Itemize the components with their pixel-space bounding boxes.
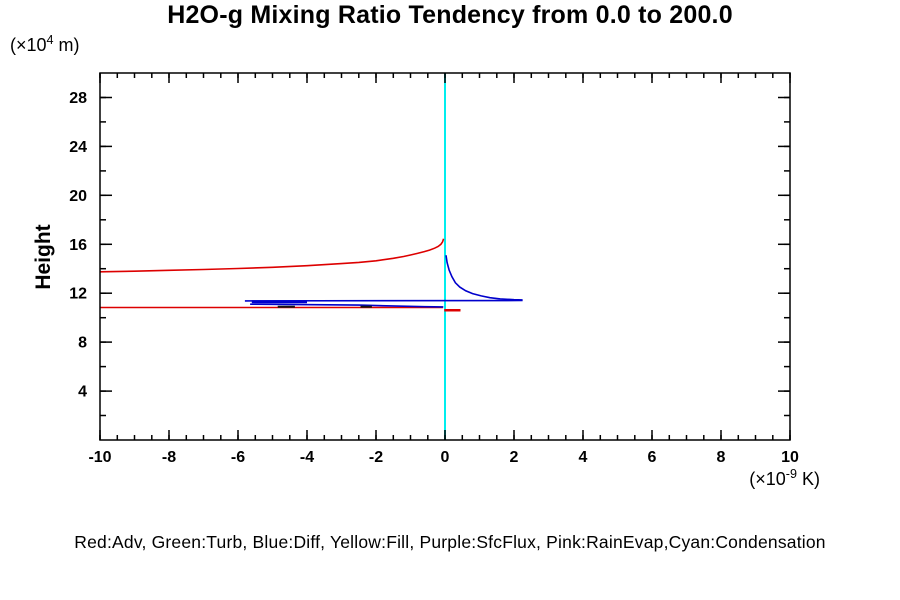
legend-text: Red:Adv, Green:Turb, Blue:Diff, Yellow:F… <box>74 532 826 552</box>
y-tick-label: 4 <box>78 384 87 401</box>
x-unit-exponent: -9 <box>785 467 797 481</box>
y-tick-label: 24 <box>69 139 87 156</box>
x-tick-label: -10 <box>88 449 111 466</box>
series-adv-red-upper-branch <box>99 238 445 273</box>
x-unit-suffix: K) <box>796 469 820 489</box>
x-tick-label: 8 <box>717 449 726 466</box>
y-tick-label: 8 <box>78 335 87 352</box>
series-diff-blue-lower-strand <box>250 303 444 308</box>
x-tick-label: 6 <box>648 449 657 466</box>
y-unit-exponent: 4 <box>46 33 54 47</box>
chart-title: H2O-g Mixing Ratio Tendency from 0.0 to … <box>167 1 733 29</box>
y-tick-label: 12 <box>69 286 87 303</box>
y-tick-label: 16 <box>69 237 87 254</box>
x-tick-label: -6 <box>231 449 245 466</box>
x-tick-label: 0 <box>441 449 450 466</box>
x-tick-label: -8 <box>162 449 176 466</box>
x-tick-label: -2 <box>369 449 383 466</box>
y-tick-label: 28 <box>69 90 87 107</box>
y-unit-prefix: (×10 <box>10 35 47 55</box>
y-unit-suffix: m) <box>53 35 80 55</box>
x-tick-label: -4 <box>300 449 314 466</box>
x-tick-label: 4 <box>579 449 588 466</box>
x-axis-unit-label: (×10-9 K) <box>670 467 820 490</box>
x-unit-prefix: (×10 <box>749 469 786 489</box>
y-axis-unit-label: (×104 m) <box>10 33 80 56</box>
x-tick-label: 2 <box>510 449 519 466</box>
series-diff-blue-peak <box>445 255 523 301</box>
y-tick-label: 20 <box>69 188 87 205</box>
x-tick-label: 10 <box>781 449 799 466</box>
